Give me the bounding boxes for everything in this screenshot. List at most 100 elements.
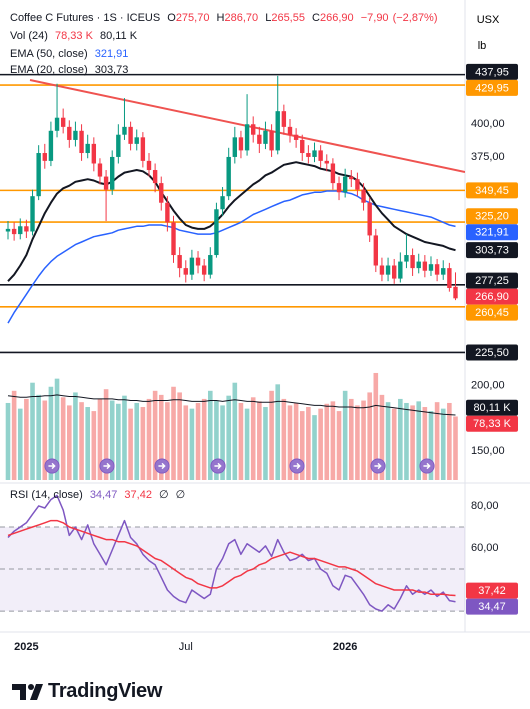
axis-value-box xyxy=(466,598,518,615)
candle-body xyxy=(183,268,188,275)
volume-bar xyxy=(91,411,97,480)
brand-name: TradingView xyxy=(48,680,163,702)
volume-bar xyxy=(183,405,189,480)
axis-value-box xyxy=(466,242,518,259)
candle-body xyxy=(159,183,164,203)
volume-bar xyxy=(312,415,317,480)
volume-bar xyxy=(250,397,256,480)
volume-bar xyxy=(48,386,54,480)
volume-bar xyxy=(269,390,274,480)
candle-body xyxy=(79,130,84,154)
ema50-legend: EMA (50, close) 321,91 xyxy=(10,47,132,61)
rsi-legend: RSI (14, close) 34,47 37,42 ∅ ∅ xyxy=(10,488,189,502)
volume-bar xyxy=(422,407,428,480)
axis-value-box xyxy=(466,582,518,599)
candle-body xyxy=(67,126,72,140)
rsi-pane xyxy=(0,494,465,612)
volume-bar xyxy=(361,400,366,480)
volume-bar xyxy=(195,402,201,480)
volume-bar xyxy=(42,400,48,480)
candle-body xyxy=(312,150,317,157)
volume-bar xyxy=(293,402,299,480)
candle-body xyxy=(257,134,262,144)
candle-body xyxy=(122,126,127,135)
candle-body xyxy=(367,202,372,236)
volume-bar xyxy=(244,408,250,480)
roll-icon xyxy=(154,458,170,474)
candle-body xyxy=(110,156,115,190)
axis-value-box xyxy=(466,272,518,289)
logo-mark xyxy=(12,684,26,700)
volume-bar xyxy=(367,392,372,480)
ema-line xyxy=(7,161,456,282)
candle-body xyxy=(251,124,256,135)
candle-body xyxy=(263,130,268,144)
axis-value-label: 34,47 xyxy=(478,601,506,613)
candle-body xyxy=(91,143,97,164)
volume-bar xyxy=(207,390,213,480)
y-tick-label: 60,00 xyxy=(471,542,499,554)
legend-value: 321,91 xyxy=(94,48,129,60)
candle-body xyxy=(60,117,66,127)
x-tick-label: 2025 xyxy=(14,641,38,653)
volume-bar xyxy=(379,394,385,480)
volume-bar xyxy=(226,395,231,480)
candle-body xyxy=(287,126,293,135)
legend-name: EMA (50, close) xyxy=(10,48,88,60)
candle-body xyxy=(422,261,428,271)
axis-value-box xyxy=(466,208,518,225)
volume-bar xyxy=(385,402,391,480)
candle-body xyxy=(134,137,139,144)
axis-value-label: 80,11 K xyxy=(473,402,511,414)
candle-body xyxy=(416,261,421,269)
volume-bar xyxy=(128,408,133,480)
volume-bar xyxy=(416,401,422,480)
candle-body xyxy=(330,163,336,184)
candle-body xyxy=(48,130,54,161)
volume-bar xyxy=(189,408,195,480)
axis-value-box xyxy=(466,182,518,199)
axis-value-box xyxy=(466,415,518,432)
candle-body xyxy=(165,202,170,223)
candle-body xyxy=(103,176,109,190)
volume-bar xyxy=(434,402,440,480)
candle-body xyxy=(140,137,146,161)
rsi-line xyxy=(7,494,456,612)
candle-body xyxy=(349,176,354,180)
axis-value-label: 429,95 xyxy=(475,82,509,94)
candle-body xyxy=(379,265,385,275)
candle-body xyxy=(281,111,287,127)
ohlc-value: 266,90 xyxy=(320,12,354,24)
symbol-legend: Coffee C Futures · 1S · ICEUS O275,70 H2… xyxy=(10,11,442,25)
candle-body xyxy=(201,265,207,275)
candle-body xyxy=(355,179,360,190)
axis-value-box xyxy=(466,63,518,80)
price-pane xyxy=(0,73,465,480)
candle-body xyxy=(410,255,415,269)
candle-body xyxy=(177,255,182,269)
volume-bar xyxy=(336,411,342,480)
candle-body xyxy=(30,196,35,232)
legend-value: 78,33 K xyxy=(54,30,93,42)
ohlc-value: 275,70 xyxy=(175,12,210,24)
change-percent: (−2,87%) xyxy=(392,12,438,24)
currency: USX xyxy=(477,14,500,26)
volume-bar xyxy=(447,402,452,480)
volume-bar xyxy=(342,390,348,480)
logo-mark xyxy=(30,684,43,700)
volume-bar xyxy=(60,397,66,480)
volume-bar xyxy=(5,402,11,480)
legend-extra: ∅ xyxy=(175,489,186,501)
candle-body xyxy=(116,134,121,157)
volume-bar xyxy=(318,408,323,480)
y-tick-label: 200,00 xyxy=(471,380,505,392)
unit: lb xyxy=(478,40,487,52)
candle-body xyxy=(214,209,219,256)
volume-ma-line xyxy=(7,394,456,416)
candle-body xyxy=(220,196,225,210)
volume-bar xyxy=(410,405,415,480)
y-tick-label: 150,00 xyxy=(471,445,505,457)
volume-bar xyxy=(348,398,354,480)
